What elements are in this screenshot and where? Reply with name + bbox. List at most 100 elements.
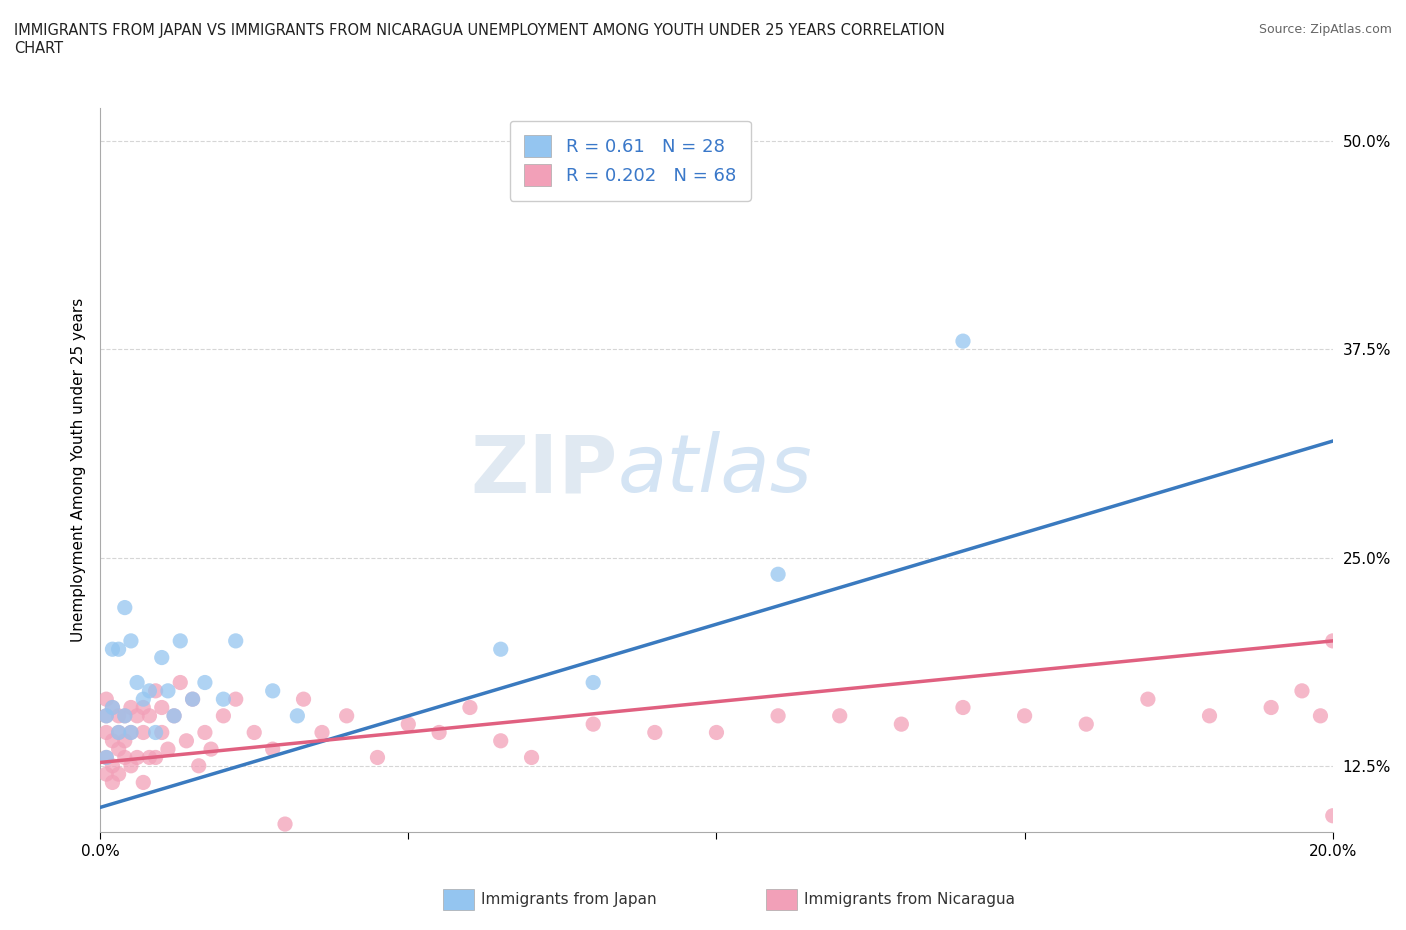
Point: [107, 742, 129, 757]
Point: [96, 692, 118, 707]
Point: [127, 750, 149, 764]
Point: [138, 709, 160, 724]
Point: [107, 725, 129, 740]
Point: [145, 750, 167, 764]
Point: [96, 709, 118, 724]
Point: [163, 709, 186, 724]
Point: [169, 675, 191, 690]
Text: IMMIGRANTS FROM JAPAN VS IMMIGRANTS FROM NICARAGUA UNEMPLOYMENT AMONG YOUTH UNDE: IMMIGRANTS FROM JAPAN VS IMMIGRANTS FROM…: [14, 23, 945, 56]
Point: [489, 734, 512, 749]
Point: [101, 642, 124, 657]
Point: [163, 709, 186, 724]
Point: [114, 600, 136, 615]
Point: [489, 642, 512, 657]
Point: [120, 700, 142, 715]
Point: [107, 642, 129, 657]
Point: [132, 692, 155, 707]
Point: [150, 650, 173, 665]
Point: [96, 725, 118, 740]
Point: [427, 725, 450, 740]
Point: [1260, 700, 1282, 715]
Point: [114, 709, 136, 724]
Point: [145, 684, 167, 698]
Point: [156, 684, 179, 698]
Point: [828, 709, 851, 724]
Point: [285, 709, 308, 724]
Point: [1309, 709, 1331, 724]
Legend: R = 0.61   N = 28, R = 0.202   N = 68: R = 0.61 N = 28, R = 0.202 N = 68: [510, 121, 751, 201]
Point: [101, 758, 124, 773]
Point: [292, 692, 315, 707]
Point: [366, 750, 388, 764]
Point: [138, 684, 160, 698]
Point: [127, 675, 149, 690]
Point: [132, 725, 155, 740]
Point: [114, 734, 136, 749]
Point: [1136, 692, 1159, 707]
Point: [520, 750, 543, 764]
Point: [101, 700, 124, 715]
Text: Immigrants from Nicaragua: Immigrants from Nicaragua: [804, 892, 1015, 907]
Point: [212, 692, 235, 707]
Point: [243, 725, 266, 740]
Point: [212, 709, 235, 724]
Point: [706, 725, 728, 740]
Point: [120, 725, 142, 740]
Point: [1198, 709, 1220, 724]
Point: [169, 633, 191, 648]
Point: [336, 709, 359, 724]
Point: [107, 766, 129, 781]
Point: [176, 734, 198, 749]
Text: atlas: atlas: [617, 432, 813, 510]
Point: [582, 675, 605, 690]
Point: [132, 775, 155, 790]
Point: [1322, 808, 1344, 823]
Text: Source: ZipAtlas.com: Source: ZipAtlas.com: [1258, 23, 1392, 36]
Point: [458, 700, 481, 715]
Point: [96, 750, 118, 764]
Point: [274, 817, 297, 831]
Y-axis label: Unemployment Among Youth under 25 years: Unemployment Among Youth under 25 years: [72, 299, 86, 643]
Point: [107, 709, 129, 724]
Point: [952, 700, 974, 715]
Point: [181, 692, 204, 707]
Point: [225, 692, 247, 707]
Point: [96, 750, 118, 764]
Point: [1291, 684, 1313, 698]
Point: [127, 709, 149, 724]
Point: [145, 725, 167, 740]
Point: [101, 734, 124, 749]
Point: [101, 700, 124, 715]
Point: [96, 709, 118, 724]
Point: [890, 717, 912, 732]
Point: [1014, 709, 1036, 724]
Point: [138, 750, 160, 764]
Point: [150, 725, 173, 740]
Point: [114, 709, 136, 724]
Point: [120, 633, 142, 648]
Point: [132, 700, 155, 715]
Point: [200, 742, 222, 757]
Point: [225, 633, 247, 648]
Point: [150, 700, 173, 715]
Point: [120, 758, 142, 773]
Point: [114, 750, 136, 764]
Point: [187, 758, 209, 773]
Point: [194, 725, 217, 740]
Point: [181, 692, 204, 707]
Point: [120, 725, 142, 740]
Point: [766, 709, 789, 724]
Point: [644, 725, 666, 740]
Point: [101, 775, 124, 790]
Point: [262, 742, 284, 757]
Point: [1322, 633, 1344, 648]
Point: [194, 675, 217, 690]
Text: Immigrants from Japan: Immigrants from Japan: [481, 892, 657, 907]
Point: [107, 725, 129, 740]
Point: [396, 717, 419, 732]
Point: [96, 766, 118, 781]
Point: [262, 684, 284, 698]
Point: [766, 567, 789, 582]
Point: [952, 334, 974, 349]
Point: [582, 717, 605, 732]
